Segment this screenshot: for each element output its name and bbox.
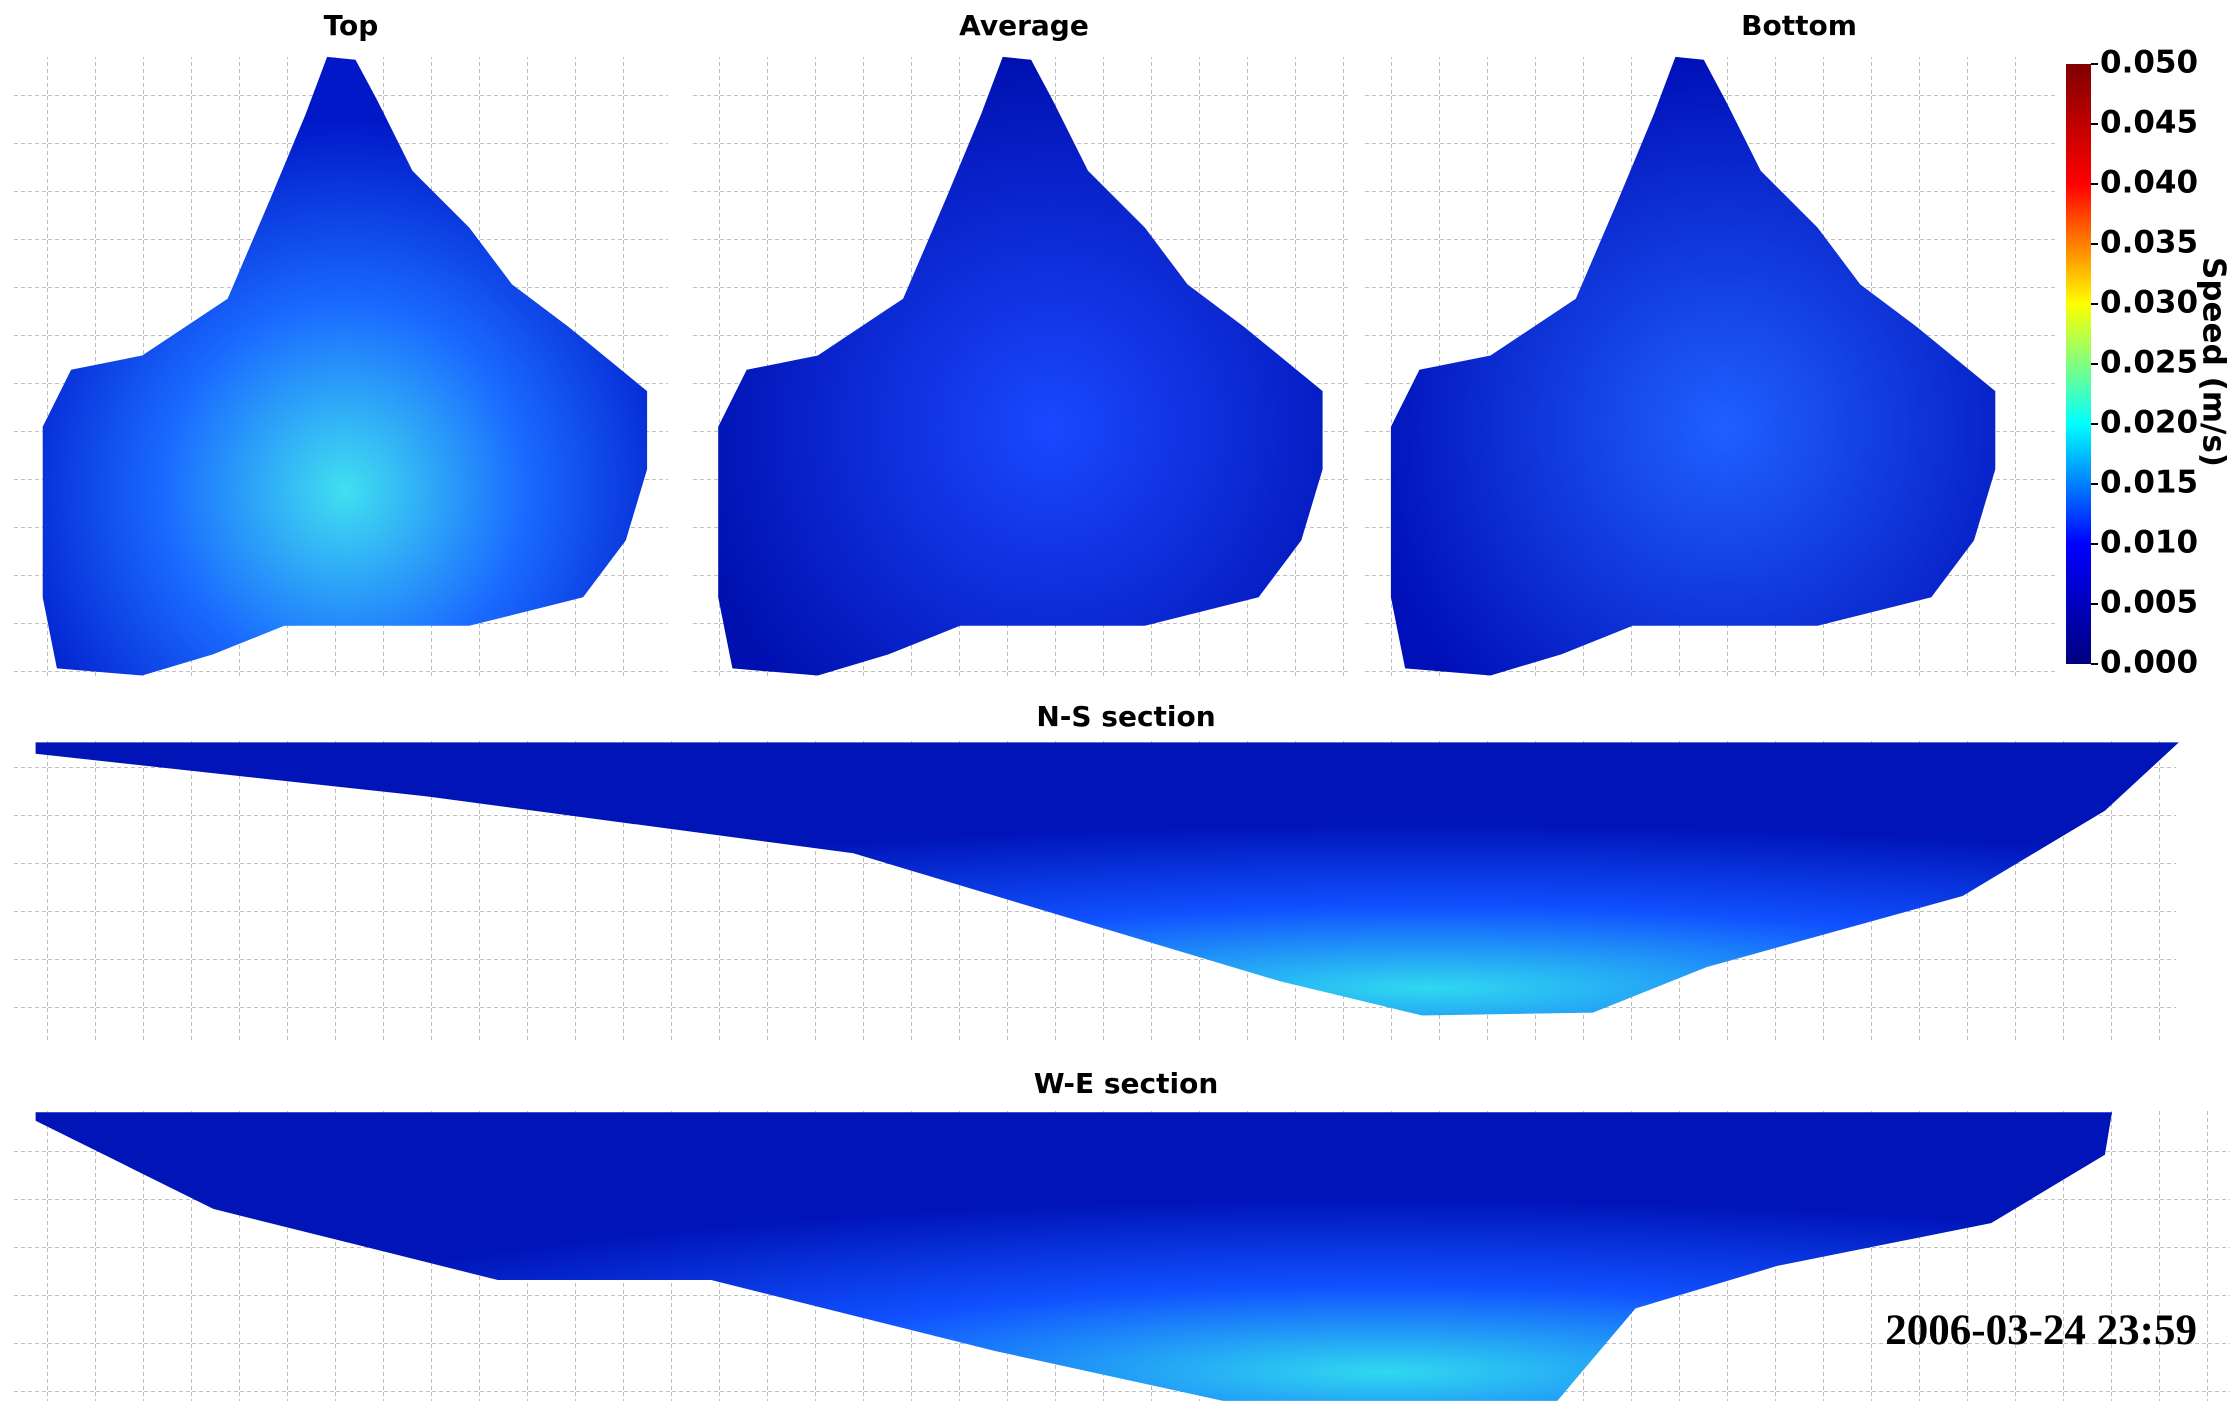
colorbar-tick-label: 0.020 <box>2100 405 2198 441</box>
panel-title: Bottom <box>1741 9 1857 42</box>
colorbar-tick-label: 0.030 <box>2100 285 2198 321</box>
colorbar-tick-label: 0.045 <box>2100 105 2198 141</box>
colorbar-tick-label: 0.050 <box>2100 45 2198 81</box>
panel-title: Average <box>959 9 1089 42</box>
panel-title: N-S section <box>1036 700 1215 733</box>
chart: Top Average Bottom N-S section W-E secti… <box>0 0 2230 1401</box>
colorbar-tick-label: 0.000 <box>2100 645 2198 681</box>
colorbar-tick-label: 0.040 <box>2100 165 2198 201</box>
colorbar-tick-label: 0.005 <box>2100 585 2198 621</box>
colorbar-tick-label: 0.010 <box>2100 525 2198 561</box>
colorbar <box>2066 64 2091 664</box>
colorbar-label: Speed (m/s) <box>2196 257 2230 467</box>
colorbar-tick-label: 0.035 <box>2100 225 2198 261</box>
panel-title: W-E section <box>1034 1067 1219 1100</box>
timestamp: 2006-03-24 23:59 <box>1885 1307 2197 1354</box>
colorbar-tick-label: 0.015 <box>2100 465 2198 501</box>
panel-title: Top <box>324 9 379 42</box>
colorbar-tick-label: 0.025 <box>2100 345 2198 381</box>
